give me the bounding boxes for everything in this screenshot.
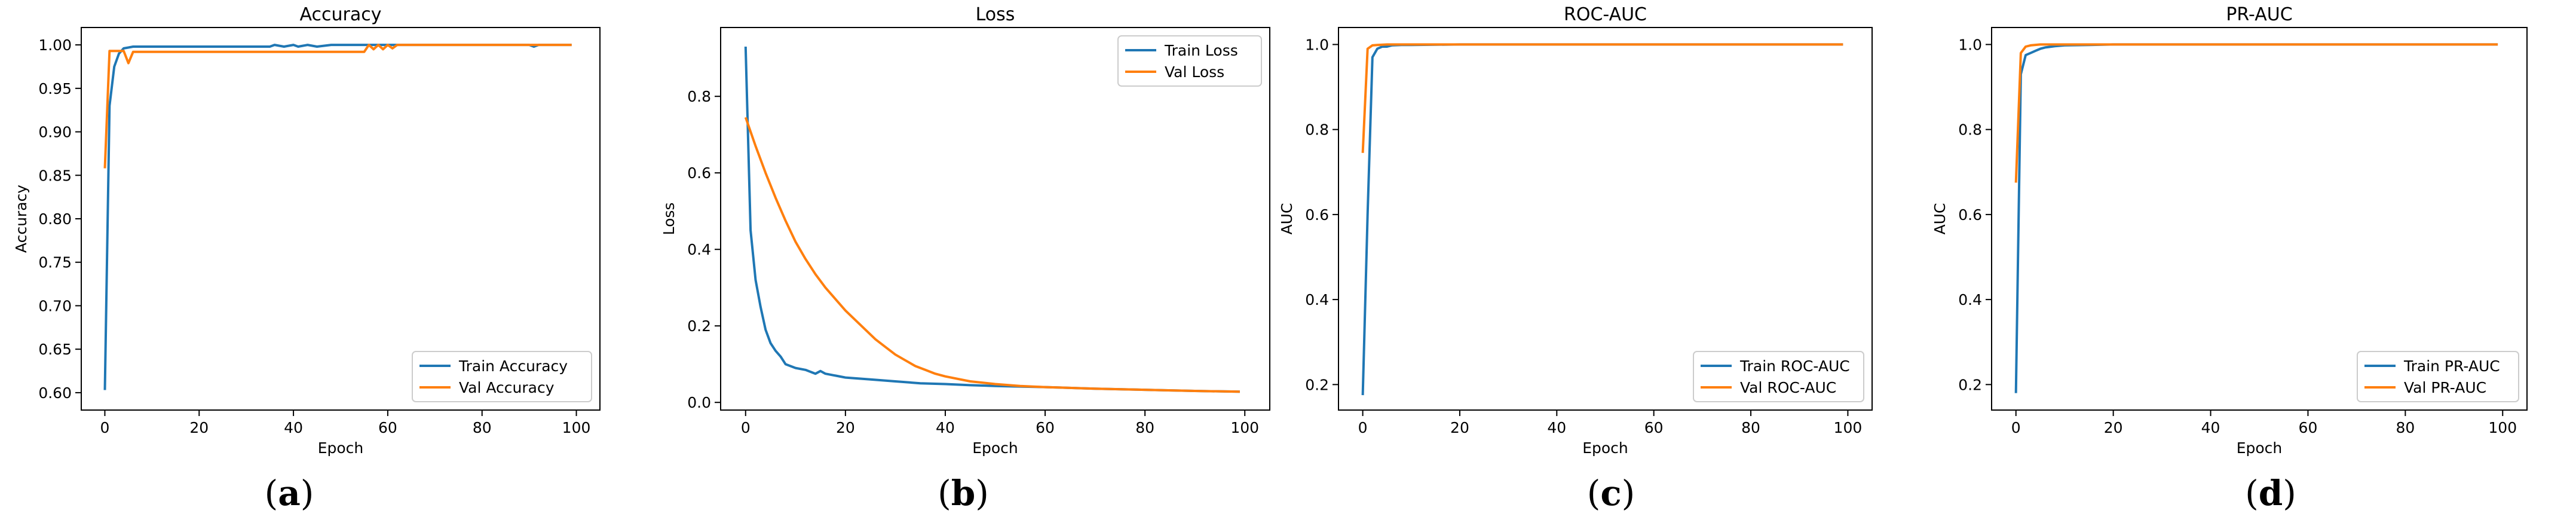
y-tick-label: 0.2 [687, 317, 711, 335]
legend-entry: Val Accuracy [459, 379, 555, 396]
x-tick-label: 100 [1834, 419, 1863, 436]
axes-frame [1338, 27, 1873, 411]
y-axis-label: AUC [1931, 203, 1949, 235]
x-tick-label: 100 [1230, 419, 1259, 436]
x-tick-label: 40 [284, 419, 303, 436]
x-tick-label: 80 [1741, 419, 1760, 436]
series-line-val [744, 117, 1240, 393]
legend-entry: Train ROC-AUC [1739, 357, 1850, 375]
y-tick-label: 0.8 [1305, 121, 1329, 139]
series-line-val [2014, 43, 2498, 183]
chart-panel-3: ROC-AUC 0 20 40 60 80 100 0.2 0.4 0.6 0.8 1.0 Epoch A… [1278, 4, 1873, 457]
legend-box [2357, 351, 2519, 402]
x-axis-label: Epoch [972, 439, 1018, 457]
x-tick-label: 60 [378, 419, 397, 436]
legend-entry: Val PR-AUC [2404, 379, 2486, 396]
y-tick-label: 0.6 [687, 164, 711, 182]
y-tick-label: 1.0 [1958, 36, 1982, 53]
legend-entry: Val Loss [1165, 63, 1224, 81]
y-tick-label: 0.65 [38, 341, 72, 358]
series-line-train [2014, 43, 2498, 393]
x-tick-label: 20 [2104, 419, 2123, 436]
legend: Train Accuracy Val Accuracy [412, 351, 592, 402]
y-tick-label: 0.4 [687, 241, 711, 258]
y-tick-label: 0.2 [1305, 376, 1329, 393]
axes-frame [720, 27, 1270, 411]
x-tick-label: 20 [189, 419, 209, 436]
x-tick-label: 80 [2396, 419, 2415, 436]
y-axis-label: AUC [1278, 203, 1295, 235]
x-tick-label: 0 [741, 419, 751, 436]
panel-caption: (d) [2245, 473, 2296, 513]
legend-entry: Val ROC-AUC [1740, 379, 1836, 396]
panel-caption: (c) [1587, 473, 1635, 513]
chart-panel-4: PR-AUC 0 20 40 60 80 100 0.2 0.4 0.6 0.8 1.0 Epoch AU… [1931, 4, 2528, 457]
series-line-train [744, 46, 1240, 393]
y-tick-label: 0.8 [1958, 121, 1982, 139]
y-tick-label: 0.85 [38, 167, 72, 184]
y-axis-label: Loss [660, 203, 678, 236]
y-tick-label: 1.00 [38, 36, 72, 54]
x-axis-label: Epoch [318, 439, 364, 457]
legend-box [1117, 35, 1262, 87]
y-tick-label: 0.80 [38, 210, 72, 228]
y-tick-label: 0.60 [38, 384, 72, 402]
series-line-val [103, 44, 572, 169]
x-tick-label: 0 [2011, 419, 2021, 436]
x-tick-label: 40 [1547, 419, 1566, 436]
y-tick-label: 0.90 [38, 124, 72, 141]
y-tick-label: 0.75 [38, 254, 72, 271]
y-tick-label: 0.4 [1958, 291, 1982, 308]
chart-title: Loss [976, 4, 1015, 25]
panel-caption: (a) [265, 473, 314, 513]
y-tick-label: 0.70 [38, 297, 72, 314]
chart-title: PR-AUC [2226, 4, 2292, 25]
legend: Train ROC-AUC Val ROC-AUC [1693, 351, 1864, 402]
x-tick-label: 20 [836, 419, 855, 436]
y-tick-label: 0.6 [1305, 206, 1329, 224]
x-axis-label: Epoch [1582, 439, 1628, 457]
axes-frame [1991, 27, 2528, 411]
legend: Train Loss Val Loss [1117, 35, 1262, 87]
legend-entry: Train PR-AUC [2403, 357, 2500, 375]
legend: Train PR-AUC Val PR-AUC [2357, 351, 2519, 402]
x-axis-label: Epoch [2237, 439, 2283, 457]
panel-caption: (b) [938, 473, 989, 513]
x-tick-label: 60 [1644, 419, 1664, 436]
x-tick-label: 100 [562, 419, 591, 436]
x-tick-label: 80 [473, 419, 492, 436]
y-tick-label: 0.2 [1958, 376, 1982, 393]
x-tick-label: 60 [2299, 419, 2318, 436]
y-axis-label: Accuracy [13, 185, 30, 253]
y-tick-label: 0.0 [687, 394, 711, 411]
x-tick-label: 0 [1358, 419, 1368, 436]
legend-entry: Train Accuracy [458, 357, 568, 375]
chart-title: ROC-AUC [1564, 4, 1647, 25]
chart-title: Accuracy [300, 4, 382, 25]
x-tick-label: 40 [2201, 419, 2220, 436]
legend-entry: Train Loss [1164, 42, 1238, 59]
x-tick-label: 100 [2488, 419, 2517, 436]
x-tick-label: 40 [936, 419, 955, 436]
y-tick-label: 0.6 [1958, 206, 1982, 224]
y-tick-label: 1.0 [1305, 36, 1329, 53]
x-tick-label: 60 [1036, 419, 1055, 436]
series-line-train [103, 44, 572, 390]
y-tick-label: 0.4 [1305, 291, 1329, 308]
x-tick-label: 80 [1135, 419, 1154, 436]
y-tick-label: 0.95 [38, 80, 72, 97]
series-line-val [1361, 43, 1843, 153]
legend-box [1693, 351, 1864, 402]
x-tick-label: 0 [100, 419, 110, 436]
y-tick-label: 0.8 [687, 88, 711, 105]
series-line-train [1361, 43, 1843, 396]
legend-box [412, 351, 592, 402]
x-tick-label: 20 [1450, 419, 1469, 436]
chart-panel-2: Loss 0 20 40 60 80 100 0.0 0.2 0.4 0.6 0.8 Epoch Loss… [660, 4, 1270, 457]
chart-panel-1: Accuracy 0 20 40 60 80 100 0.60 0.65 0.70 0.75 0.80… [13, 4, 601, 457]
